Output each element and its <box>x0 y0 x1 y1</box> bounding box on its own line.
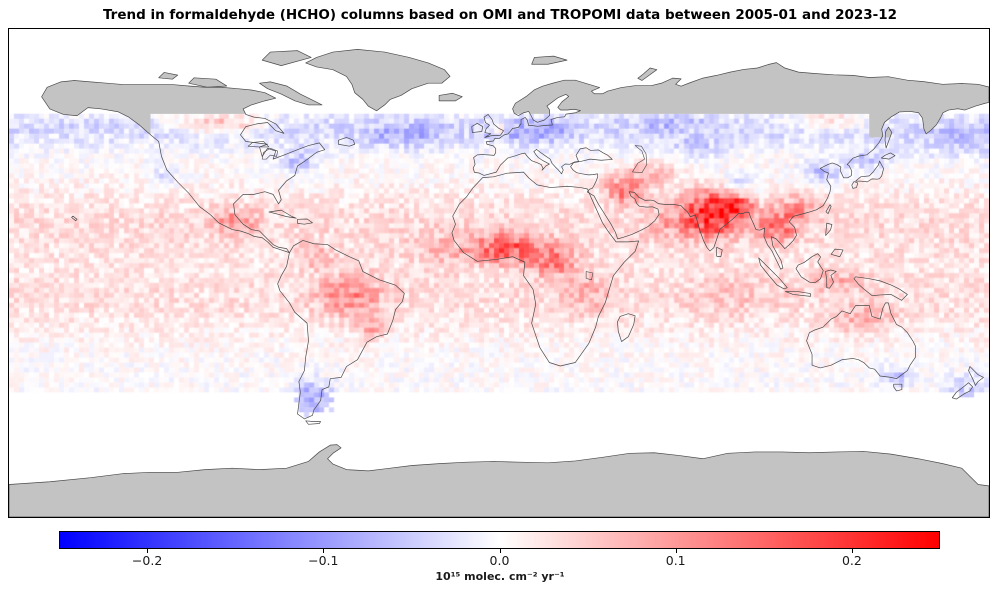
landmass-hispaniola <box>297 218 313 225</box>
landmass-antarctica <box>9 444 989 517</box>
landmass-eurasia <box>472 62 989 270</box>
landmass-honshu <box>855 160 884 183</box>
landmass-north-america <box>41 80 326 253</box>
landmass-banks-island <box>158 72 178 80</box>
coastline-strokes <box>9 49 989 517</box>
landmass-great-britain <box>483 114 504 138</box>
landmass-antarctica <box>9 444 989 517</box>
world-map <box>8 28 990 518</box>
colorbar-tick-mark <box>147 549 149 553</box>
landmass-eurasia <box>473 62 989 270</box>
landmass-africa <box>451 171 639 367</box>
landmass-victoria-island <box>188 77 228 88</box>
lake-lake-michigan-huron <box>261 147 278 160</box>
landmass-novaya-zemlya <box>637 67 658 81</box>
colorbar-tick-label: 0.2 <box>841 553 862 568</box>
lake-caspian-sea <box>632 145 648 174</box>
colorbar-tick-mark <box>675 549 677 553</box>
landmass-tasmania <box>893 383 903 392</box>
landmass-java <box>785 291 811 297</box>
landmass-australia <box>806 302 916 380</box>
landmass-madagascar <box>617 313 636 342</box>
landmass-newfoundland <box>338 137 356 147</box>
colorbar-tick-label: −0.1 <box>308 553 339 568</box>
landmass-svalbard <box>531 56 568 65</box>
colorbar-tick-mark <box>323 549 325 553</box>
lake-lake-victoria <box>585 271 594 281</box>
landmass-greenland <box>305 49 451 112</box>
landmass-iceland <box>439 93 463 101</box>
landmass-taiwan <box>825 204 832 214</box>
landmass-iceland <box>438 92 463 102</box>
landmass-tierra-del-fuego <box>305 420 322 425</box>
landmass-luzon <box>825 222 833 236</box>
landmass-nz-south <box>951 382 973 400</box>
landmass-sakhalin <box>884 126 893 149</box>
landmass-borneo <box>795 253 824 284</box>
landmass-banks-island <box>158 72 179 80</box>
landmass-novaya-zemlya <box>637 68 657 81</box>
lake-lake-superior <box>247 141 270 148</box>
landmass-svalbard <box>531 55 568 65</box>
colorbar-tick-mark <box>851 549 853 553</box>
landmass-baffin <box>259 81 323 106</box>
landmass-new-guinea <box>853 276 908 301</box>
landmass-south-america <box>277 240 405 420</box>
landmass-new-guinea <box>853 276 908 301</box>
figure-title: Trend in formaldehyde (HCHO) columns bas… <box>102 7 898 23</box>
colorbar-tick-label: 0.1 <box>665 553 686 568</box>
landmass-ireland <box>471 122 483 133</box>
landmass-ellesmere <box>262 50 312 66</box>
landmass-africa <box>451 172 639 367</box>
landmass-hokkaido <box>880 152 896 160</box>
landmass-baffin <box>259 81 323 105</box>
colorbar-tick-label: 0.0 <box>489 553 510 568</box>
landmass-north-america <box>41 80 325 253</box>
landmass-ireland <box>471 123 483 133</box>
landmass-south-america <box>277 240 405 419</box>
colorbar-gradient <box>59 531 940 549</box>
landmass-great-britain <box>484 114 504 138</box>
landmass-cuba <box>268 209 297 219</box>
landmass-kyushu <box>851 181 859 189</box>
coastlines-overlay <box>9 49 989 517</box>
landmass-sulawesi <box>825 269 837 289</box>
landmass-nz-north <box>968 366 984 386</box>
landmass-ellesmere <box>261 50 312 66</box>
landmass-greenland <box>305 49 450 111</box>
colorbar-tick-mark <box>499 549 501 553</box>
landmass-sumatra <box>758 257 788 290</box>
landmass-sri-lanka <box>715 246 723 258</box>
no-data-land-fill <box>9 49 989 517</box>
colorbar-tick-label: −0.2 <box>131 553 163 568</box>
landmass-mindanao <box>830 248 844 258</box>
colorbar-unit-label: 10¹⁵ molec. cm⁻² yr⁻¹ <box>435 570 565 583</box>
landmass-hawaii <box>71 215 78 222</box>
